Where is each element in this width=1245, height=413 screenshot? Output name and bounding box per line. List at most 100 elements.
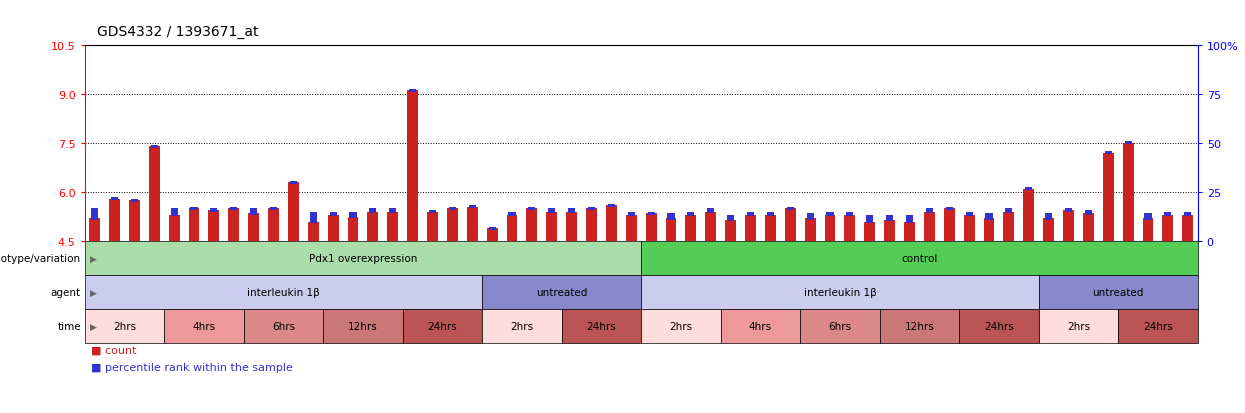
Bar <box>864 222 875 242</box>
Bar <box>110 199 120 242</box>
Bar <box>647 212 655 215</box>
Bar <box>290 181 296 184</box>
Text: Pdx1 overexpression: Pdx1 overexpression <box>309 254 417 263</box>
Bar <box>90 219 100 242</box>
Bar <box>686 216 696 242</box>
Bar <box>727 216 735 222</box>
Bar <box>707 209 715 214</box>
Bar <box>566 212 578 242</box>
Bar <box>1183 216 1193 242</box>
Bar <box>390 209 396 214</box>
Bar <box>507 216 518 242</box>
Bar <box>1103 153 1114 242</box>
Bar <box>1123 144 1134 242</box>
Bar <box>370 209 376 214</box>
Bar <box>1144 214 1152 220</box>
Bar <box>767 212 774 217</box>
Bar <box>131 199 138 202</box>
Text: 2hrs: 2hrs <box>670 321 692 331</box>
Bar <box>1164 212 1172 217</box>
Text: genotype/variation: genotype/variation <box>0 254 81 263</box>
Text: 2hrs: 2hrs <box>510 321 534 331</box>
Bar <box>468 206 476 209</box>
Bar <box>188 209 199 242</box>
Bar <box>666 219 676 242</box>
Text: 24hrs: 24hrs <box>586 321 616 331</box>
Bar <box>807 214 814 220</box>
Bar <box>250 209 258 215</box>
Bar <box>606 206 616 242</box>
Bar <box>787 207 794 210</box>
Bar <box>824 216 835 242</box>
Bar <box>330 212 336 217</box>
Bar <box>350 212 356 218</box>
Bar <box>467 207 478 242</box>
Bar <box>347 217 359 242</box>
Bar <box>626 216 636 242</box>
Bar <box>906 216 913 223</box>
Bar <box>627 212 635 217</box>
Bar <box>487 228 498 242</box>
Bar <box>91 209 98 220</box>
Bar <box>847 212 853 217</box>
Bar <box>268 209 279 242</box>
Bar <box>111 198 118 201</box>
Text: ■ count: ■ count <box>91 345 137 355</box>
Bar <box>488 227 496 230</box>
Bar <box>1083 214 1094 242</box>
Bar <box>1023 189 1035 242</box>
Bar <box>1003 212 1015 242</box>
Text: 24hrs: 24hrs <box>984 321 1013 331</box>
Bar <box>804 219 815 242</box>
Bar <box>327 216 339 242</box>
Bar <box>230 207 238 210</box>
Bar <box>946 207 952 210</box>
Bar <box>1163 216 1173 242</box>
Bar <box>646 214 656 242</box>
Bar <box>867 216 873 223</box>
Text: 6hrs: 6hrs <box>828 321 852 331</box>
Bar <box>208 211 219 242</box>
Bar <box>844 216 855 242</box>
Bar <box>1063 211 1074 242</box>
Bar <box>687 212 695 217</box>
Bar <box>288 183 299 242</box>
Text: ▶: ▶ <box>90 254 97 263</box>
Bar <box>705 212 716 242</box>
Bar <box>1025 188 1032 191</box>
Bar <box>1043 219 1055 242</box>
Bar <box>171 209 178 217</box>
Bar <box>430 211 436 214</box>
Text: time: time <box>57 321 81 331</box>
Bar <box>447 209 458 242</box>
Bar <box>310 212 316 223</box>
Bar <box>904 222 915 242</box>
Bar <box>667 214 675 220</box>
Text: untreated: untreated <box>537 287 588 297</box>
Bar <box>427 212 438 242</box>
Text: 2hrs: 2hrs <box>1067 321 1091 331</box>
Bar <box>228 209 239 242</box>
Text: 24hrs: 24hrs <box>1143 321 1173 331</box>
Text: 12hrs: 12hrs <box>905 321 934 331</box>
Text: ▶: ▶ <box>90 322 97 331</box>
Text: 4hrs: 4hrs <box>748 321 772 331</box>
Bar <box>151 145 158 148</box>
Bar <box>588 207 595 210</box>
Bar <box>448 207 456 210</box>
Bar <box>129 201 139 242</box>
Text: 12hrs: 12hrs <box>349 321 377 331</box>
Bar <box>568 209 575 214</box>
Bar <box>944 209 955 242</box>
Bar <box>528 207 535 210</box>
Bar <box>725 221 736 242</box>
Bar <box>1045 214 1052 220</box>
Bar <box>407 91 418 242</box>
Text: agent: agent <box>51 287 81 297</box>
Bar <box>248 214 259 242</box>
Bar <box>148 147 159 242</box>
Bar <box>884 221 895 242</box>
Bar <box>1005 209 1012 214</box>
Text: untreated: untreated <box>1093 287 1144 297</box>
Bar <box>926 209 933 214</box>
